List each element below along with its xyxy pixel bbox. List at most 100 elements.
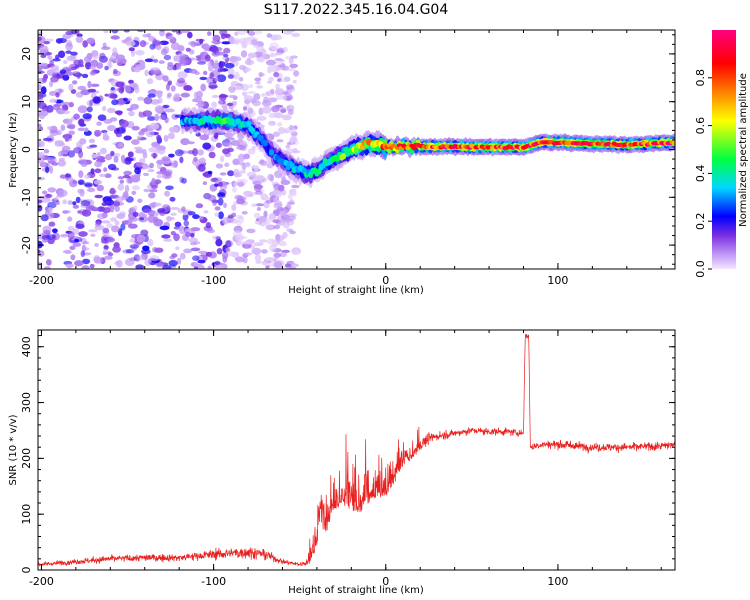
spectrogram-noise-speckle [231,204,237,211]
spectrogram-noise-speckle [138,111,143,118]
spectrogram-noise-speckle [53,103,61,111]
spectrogram-noise-speckle [190,233,195,238]
spectrogram-noise-speckle [143,96,153,105]
spectrogram-noise-speckle [94,160,102,168]
spectrogram-noise-speckle [273,71,280,78]
spectrogram-noise-speckle [99,173,107,178]
spectrogram-noise-speckle [123,135,132,141]
spectrogram-noise-speckle [91,153,98,159]
spectrogram-noise-speckle [62,249,72,254]
spectrogram-noise-speckle [257,177,268,183]
spectrogram-noise-speckle [214,206,221,211]
spectrogram-noise-speckle [117,183,125,191]
spectrogram-noise-speckle [251,39,258,46]
spectrogram-noise-speckle [198,250,208,254]
spectrogram-noise-speckle [99,147,107,155]
spectrogram-noise-speckle [42,137,53,142]
spectrogram-noise-speckle [83,56,92,63]
spectrogram-noise-speckle [169,216,175,221]
x-tick-label: 0 [382,274,389,287]
spectrogram-noise-speckle [143,172,149,177]
spectrogram-noise-speckle [103,118,113,124]
spectrogram-noise-speckle [44,266,51,269]
spectrogram-noise-speckle [270,88,275,95]
snr-series-line [38,333,675,567]
spectrogram-noise-speckle [104,173,112,178]
spectrogram-noise-speckle [130,103,139,110]
spectrogram-noise-speckle [156,174,162,179]
spectrogram-noise-speckle [256,45,265,53]
spectrogram-noise-speckle [108,92,116,99]
x-tick-label: -100 [201,575,226,588]
spectrogram-noise-speckle [123,174,131,179]
spectrogram-noise-speckle [136,30,145,33]
spectrogram-noise-speckle [81,209,92,217]
spectrogram-noise-speckle [131,139,140,145]
spectrogram-noise-speckle [280,109,287,113]
spectrogram-noise-speckle [72,242,82,247]
spectrogram-noise-speckle [75,223,85,230]
spectrogram-noise-speckle [94,224,105,231]
spectrogram-noise-speckle [188,237,198,243]
spectrogram-noise-speckle [286,30,296,33]
spectrogram-noise-speckle [208,151,216,159]
spectrogram-noise-speckle [48,160,56,164]
spectrogram-noise-speckle [107,60,112,68]
spectrogram-noise-speckle [150,152,158,158]
spectrogram-noise-speckle [233,168,240,177]
spectrogram-noise-speckle [280,179,291,186]
spectrogram-noise-speckle [97,213,107,220]
spectrogram-noise-speckle [256,85,264,89]
spectrogram-noise-speckle [67,226,75,231]
spectrogram-noise-speckle [238,215,245,224]
spectrogram-noise-speckle [233,181,238,188]
spectrogram-noise-speckle [80,250,86,258]
spectrogram-noise-speckle [83,182,93,187]
spectrogram-noise-speckle [182,213,189,221]
spectrogram-noise-speckle [261,93,266,97]
spectrogram-noise-speckle [125,249,135,254]
spectrogram-noise-speckle [254,77,262,82]
spectrogram-noise-speckle [77,179,85,185]
spectrogram-noise-speckle [49,130,59,136]
spectrogram-noise-speckle [104,200,111,205]
spectrogram-noise-speckle [259,239,268,243]
spectrogram-noise-speckle [115,196,124,203]
spectrogram-noise-speckle [124,184,130,193]
spectrogram-noise-speckle [113,155,119,163]
spectrogram-noise-speckle [129,175,140,179]
spectrogram-noise-speckle [197,259,206,264]
spectrogram-noise-speckle [147,238,154,247]
spectrogram-noise-speckle [72,204,80,209]
spectrogram-noise-speckle [90,83,100,88]
spectrogram-noise-speckle [286,84,294,90]
x-tick-label: -200 [29,274,54,287]
spectrogram-noise-speckle [243,95,253,101]
spectrogram-noise-speckle [230,80,236,88]
spectrogram-noise-speckle [118,86,125,94]
spectrogram-noise-speckle [115,54,125,61]
spectrogram-noise-speckle [138,131,145,136]
spectrogram-noise-speckle [225,240,232,248]
spectrogram-noise-speckle [75,36,84,43]
spectrogram-noise-speckle [79,138,87,145]
spectrogram-noise-speckle [237,153,246,162]
spectrogram-noise-speckle [45,166,50,174]
spectrogram-noise-speckle [107,107,116,114]
spectrogram-noise-speckle [96,121,102,126]
spectrogram-noise-speckle [237,181,245,188]
spectrogram-noise-speckle [215,264,224,269]
spectrogram-noise-speckle [280,79,287,83]
spectrogram-noise-speckle [181,206,186,213]
spectrogram-noise-speckle [165,185,174,191]
colorbar-ticks: 0.0 0.2 0.4 0.6 0.8 [694,69,712,278]
spectrogram-noise-speckle [49,59,54,67]
spectrogram-noise-speckle [101,207,112,214]
y-tick-label: 100 [20,504,33,525]
spectrogram-noise-speckle [111,30,119,34]
spectrogram-noise-speckle [136,135,142,140]
spectrogram-noise-speckle [162,75,169,82]
spectrogram-noise-speckle [115,133,122,138]
spectrogram-noise-speckle [218,94,229,98]
